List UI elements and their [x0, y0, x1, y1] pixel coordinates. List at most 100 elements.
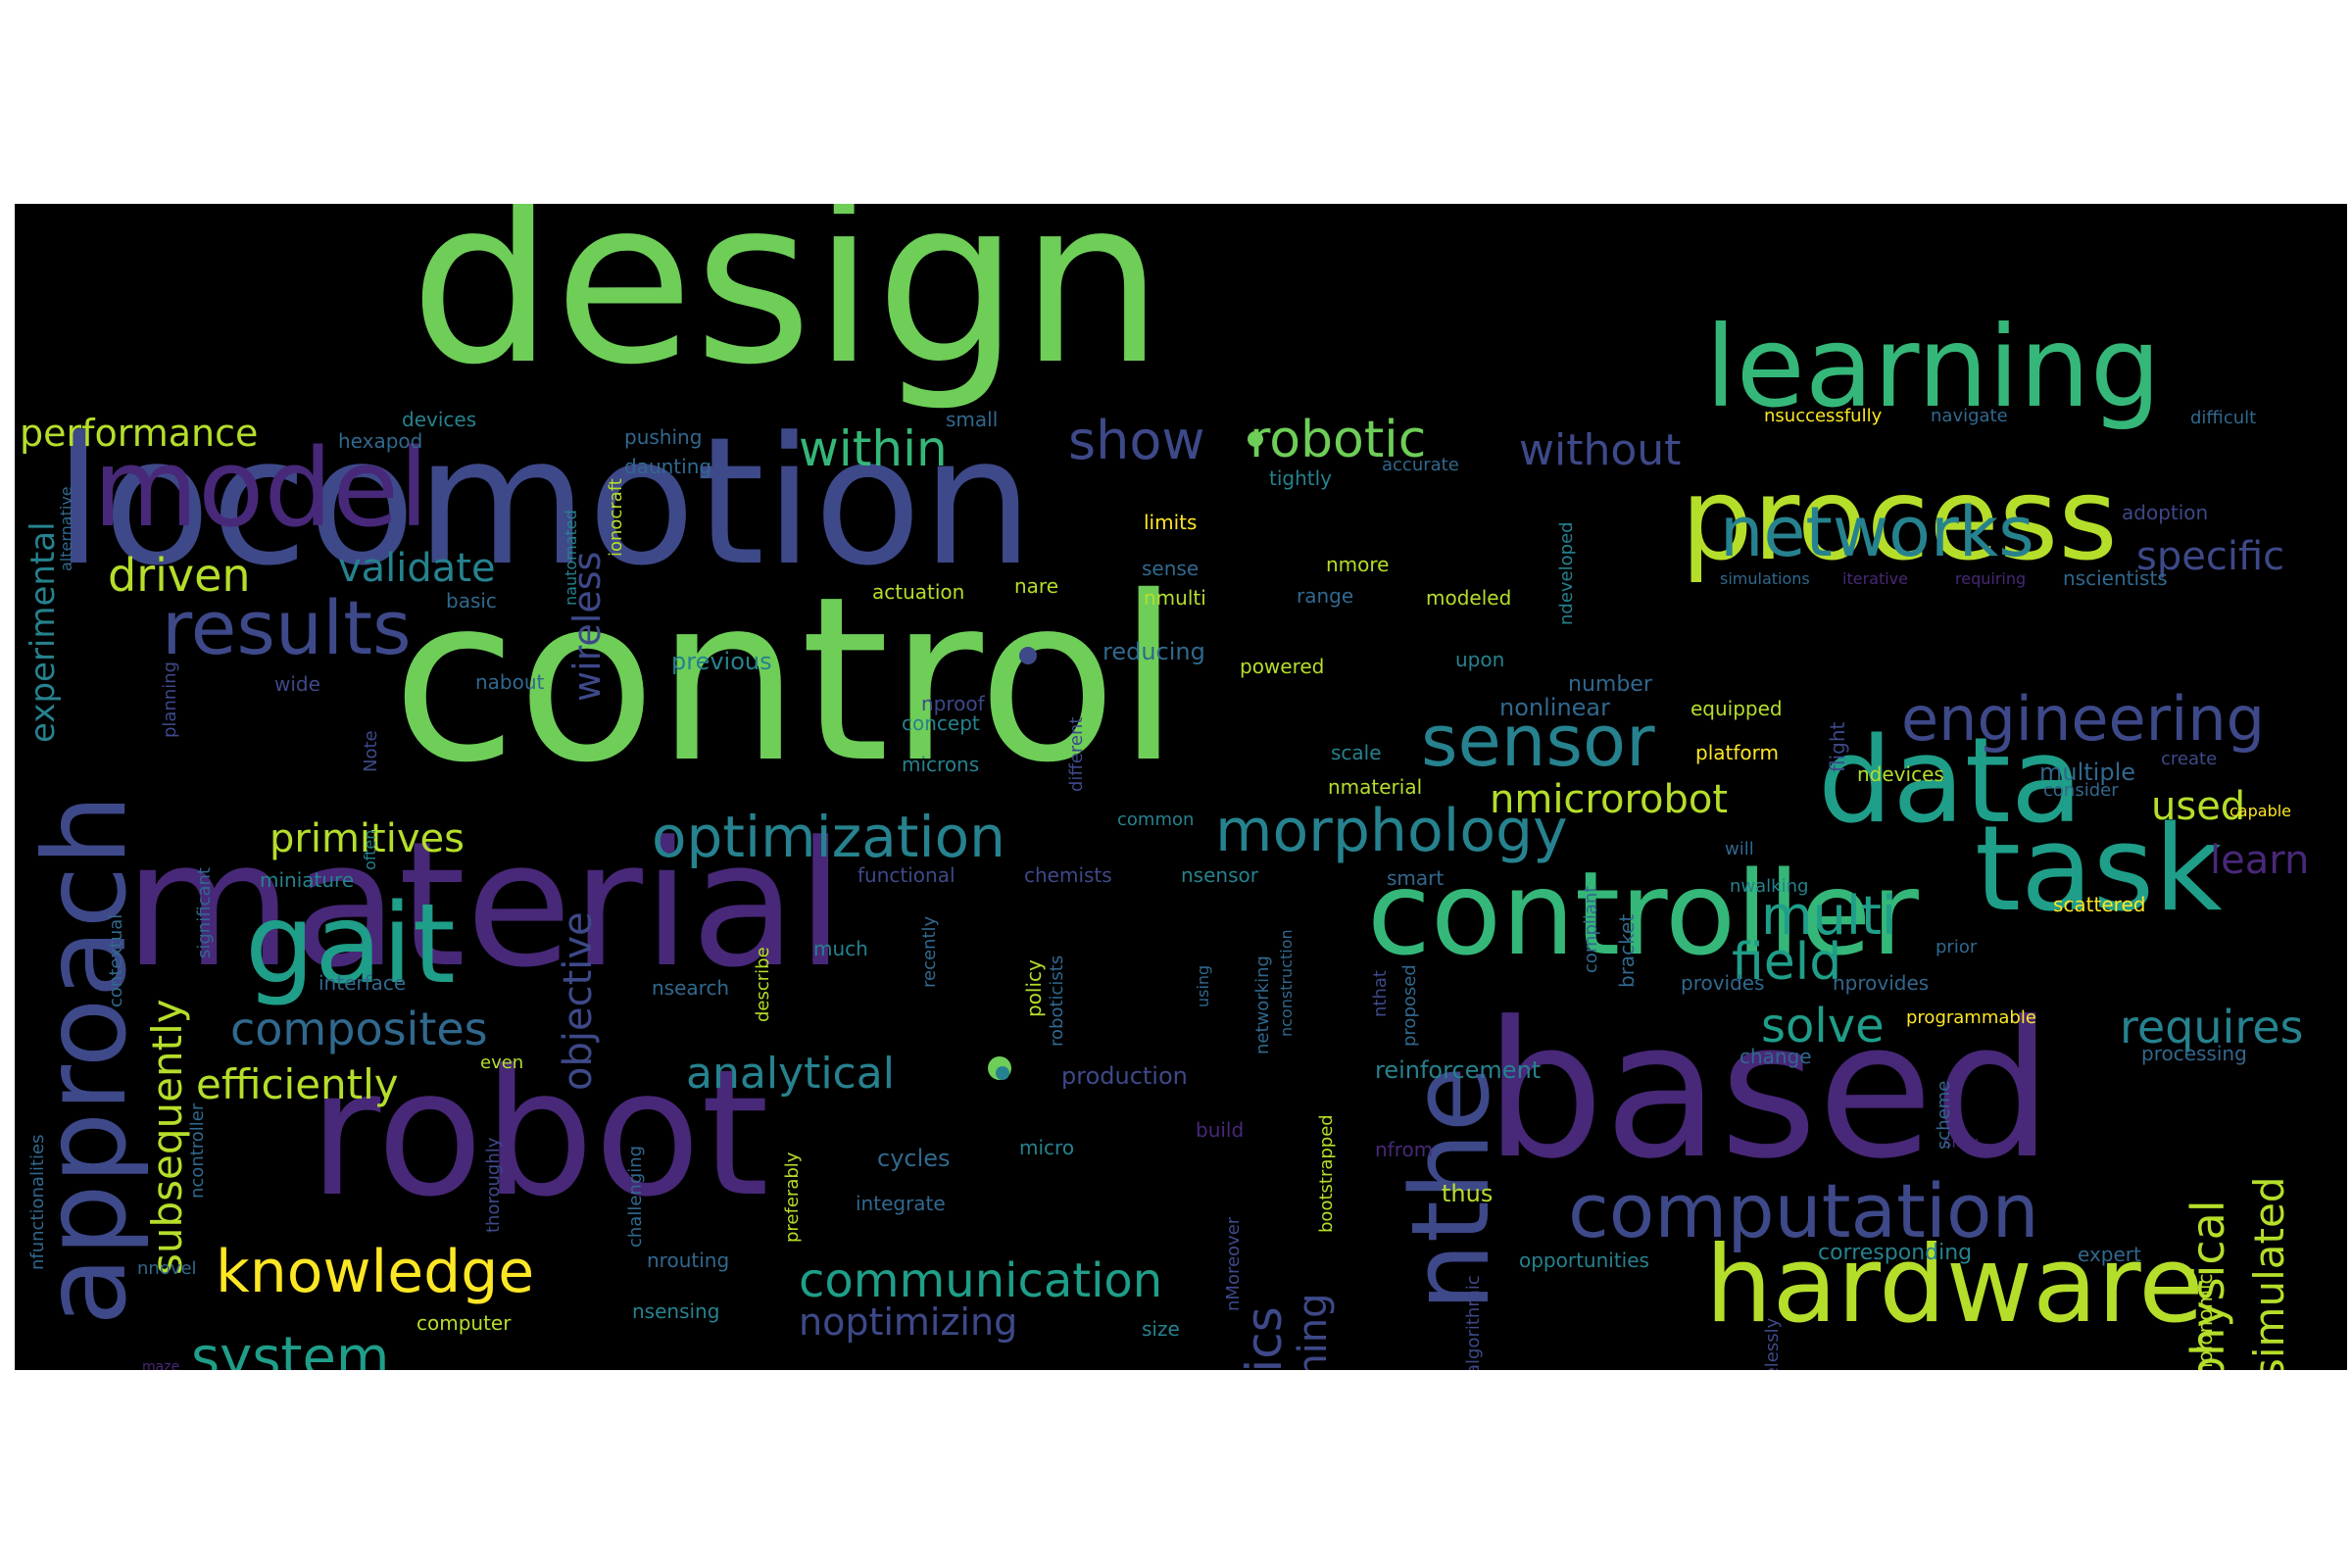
- word: efficiently: [196, 1060, 399, 1108]
- word: chemists: [1024, 863, 1112, 887]
- word: nwalking: [1730, 876, 1809, 897]
- word: hexapod: [338, 429, 423, 453]
- word: microns: [902, 753, 980, 776]
- word: without: [1519, 425, 1682, 475]
- word: limits: [1144, 511, 1198, 534]
- word: material: [124, 805, 845, 1005]
- word: multi: [1761, 885, 1897, 947]
- word: alternative: [57, 486, 75, 571]
- word: validate: [338, 546, 496, 591]
- word: small: [946, 408, 999, 431]
- word: learning: [1705, 302, 2162, 432]
- word: gait: [245, 881, 456, 1008]
- word: reducing: [1102, 638, 1205, 665]
- word: basic: [446, 589, 497, 612]
- word: experimental: [24, 521, 63, 743]
- word: composites: [230, 1003, 488, 1055]
- word: iterative: [1842, 569, 1908, 588]
- word: nsensor: [1181, 863, 1258, 887]
- word: system: [191, 1326, 390, 1371]
- word: nfunctionalities: [27, 1134, 48, 1270]
- word: nthat: [1370, 970, 1391, 1017]
- word: platform: [1695, 741, 1779, 764]
- word: reinforcement: [1375, 1056, 1542, 1084]
- word: provides: [1681, 971, 1765, 995]
- word: primitives: [270, 816, 465, 861]
- word: nnovel: [137, 1258, 197, 1279]
- word: nsuccessfully: [1764, 406, 1883, 426]
- word: analytical: [686, 1049, 895, 1099]
- word: much: [813, 937, 868, 960]
- word: micro: [1019, 1136, 1075, 1159]
- word: will: [1725, 839, 1754, 859]
- word: nconstruction: [1277, 929, 1296, 1037]
- word: dynamics: [1236, 1306, 1293, 1370]
- word: ndevices: [1857, 762, 1944, 786]
- word: control: [392, 548, 1181, 812]
- word: within: [799, 420, 948, 477]
- word: nprovides: [1833, 971, 1930, 995]
- word: wide: [274, 672, 320, 696]
- word: bootstrapped: [1316, 1114, 1337, 1233]
- word: significant: [194, 867, 215, 958]
- word: subsequently: [143, 999, 191, 1275]
- word: compliant: [1581, 885, 1601, 973]
- word: nmulti: [1144, 586, 1206, 610]
- word: capable: [2230, 802, 2292, 820]
- word: difficult: [2190, 408, 2257, 428]
- word: morphology: [1215, 797, 1568, 865]
- word: accurate: [1382, 455, 1459, 475]
- word: challenging: [625, 1145, 646, 1248]
- word: planning: [160, 661, 180, 738]
- word: based: [1485, 982, 2053, 1200]
- word: engineering: [1901, 683, 2265, 755]
- word: robot: [309, 1032, 769, 1235]
- word: nlearning: [1291, 1293, 1336, 1370]
- word: Note: [361, 730, 381, 772]
- word: nsearch: [652, 976, 730, 1000]
- word: processing: [2141, 1042, 2247, 1065]
- word: policy: [1022, 959, 1046, 1017]
- word: daunting: [624, 455, 712, 478]
- word: noptimizing: [799, 1300, 1018, 1344]
- word: range: [1297, 584, 1354, 608]
- word: show: [1068, 410, 1205, 471]
- word: specific: [2136, 534, 2285, 579]
- word: slow: [1943, 1133, 1979, 1152]
- word: size: [1142, 1317, 1180, 1341]
- word: used: [2151, 784, 2246, 829]
- word: concept: [902, 711, 980, 735]
- word: production: [1061, 1062, 1188, 1090]
- word: often: [361, 829, 379, 870]
- word: locomotion: [54, 400, 1034, 605]
- word: nonlinear: [1499, 694, 1610, 721]
- word: contextual: [106, 913, 126, 1007]
- word: thoroughly: [483, 1137, 504, 1233]
- word: previous: [671, 648, 772, 675]
- word: opportunities: [1519, 1249, 1649, 1272]
- word: Nonholonomic: [2193, 1273, 2217, 1370]
- word: knowledge: [216, 1238, 535, 1306]
- word: build: [1196, 1118, 1245, 1142]
- word: upon: [1455, 648, 1505, 671]
- word: even: [480, 1053, 524, 1073]
- word: requires: [2120, 1001, 2304, 1054]
- word: learn: [2210, 838, 2310, 883]
- word: model: [93, 425, 429, 551]
- word: adoption: [2122, 501, 2209, 524]
- word: simulated: [2245, 1176, 2293, 1370]
- word: nare: [1014, 574, 1059, 598]
- word: flight: [1826, 721, 1849, 772]
- word: equipped: [1690, 697, 1783, 720]
- word: optimization: [652, 804, 1005, 870]
- word: smart: [1387, 866, 1445, 890]
- word: driven: [108, 549, 251, 602]
- word: integrate: [856, 1192, 946, 1215]
- word: robotic: [1250, 411, 1427, 469]
- word: nmore: [1326, 553, 1390, 576]
- word: describe: [753, 947, 773, 1022]
- word: miniature: [260, 868, 355, 892]
- word: algorithmic: [1463, 1275, 1484, 1370]
- word: scheme: [1934, 1080, 1954, 1150]
- word: cycles: [877, 1145, 951, 1172]
